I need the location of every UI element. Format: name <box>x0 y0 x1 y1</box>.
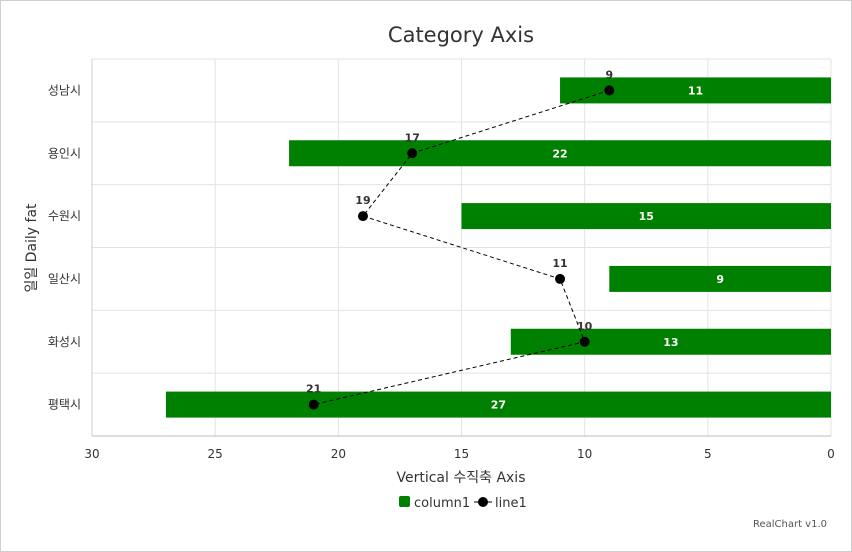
bar[interactable] <box>165 391 831 418</box>
line-point-label: 10 <box>577 320 593 333</box>
x-tick-label: 25 <box>208 447 223 461</box>
x-tick-label: 20 <box>331 447 346 461</box>
y-axis-title: 일일 Daily fat <box>24 203 40 293</box>
legend-swatch-column1 <box>399 496 410 507</box>
line-point-label: 19 <box>355 194 370 207</box>
bar[interactable] <box>461 203 832 230</box>
category-label: 용인시 <box>48 146 81 160</box>
line-point-label: 9 <box>605 68 613 81</box>
category-label: 수원시 <box>48 209 81 223</box>
category-label: 평택시 <box>48 398 81 412</box>
legend[interactable]: column1 line1 <box>399 496 527 511</box>
bar-value-label: 11 <box>688 84 703 97</box>
bar[interactable] <box>510 328 831 355</box>
line-point[interactable] <box>604 85 615 96</box>
bars: 11 22 15 9 13 27 <box>165 77 832 418</box>
bar[interactable] <box>609 265 831 292</box>
bar[interactable] <box>289 140 832 167</box>
category-label: 성남시 <box>48 83 81 97</box>
x-tick-label: 5 <box>704 447 712 461</box>
legend-label-column1: column1 <box>414 496 470 511</box>
line-series: 9 17 19 11 10 21 <box>306 68 615 410</box>
category-label: 화성시 <box>48 335 81 349</box>
x-tick-label: 15 <box>454 447 469 461</box>
category-label: 일산시 <box>48 272 81 286</box>
legend-marker-line1 <box>478 497 488 507</box>
legend-label-line1: line1 <box>495 496 527 511</box>
line-point[interactable] <box>555 273 566 284</box>
line-point-label: 21 <box>306 383 321 396</box>
x-tick-label: 30 <box>84 447 99 461</box>
line-point-label: 17 <box>405 131 420 144</box>
bar-value-label: 9 <box>716 273 724 286</box>
credit-label: RealChart v1.0 <box>753 519 827 530</box>
line-point[interactable] <box>579 336 590 347</box>
x-axis-title: Vertical 수직축 Axis <box>397 470 526 486</box>
line-point[interactable] <box>407 148 418 159</box>
chart-title: Category Axis <box>388 23 534 47</box>
line-point-label: 11 <box>552 257 567 270</box>
bar-value-label: 15 <box>639 210 654 223</box>
line-point[interactable] <box>357 211 368 222</box>
x-tick-label: 0 <box>827 447 835 461</box>
grid-lines <box>91 58 832 436</box>
bar-value-label: 22 <box>552 147 567 160</box>
bar-value-label: 27 <box>491 399 506 412</box>
x-tick-label: 10 <box>577 447 592 461</box>
bar-value-label: 13 <box>663 336 678 349</box>
line-point[interactable] <box>308 399 319 410</box>
